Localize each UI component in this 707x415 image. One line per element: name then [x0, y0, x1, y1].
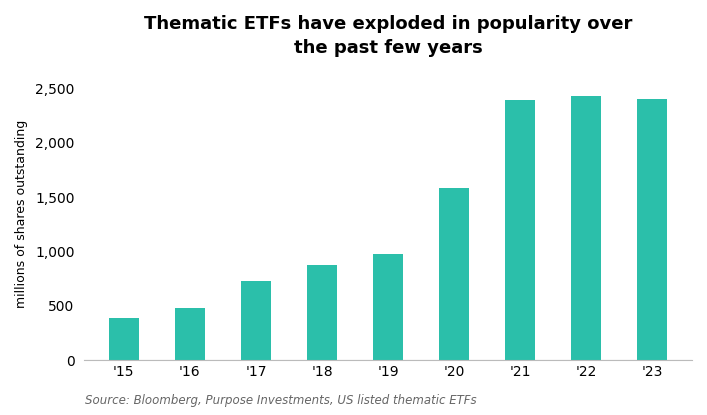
Bar	[571, 96, 601, 360]
Title: Thematic ETFs have exploded in popularity over
the past few years: Thematic ETFs have exploded in popularit…	[144, 15, 632, 56]
Bar	[373, 254, 403, 360]
Bar	[307, 265, 337, 360]
Bar	[638, 99, 667, 360]
Bar	[241, 281, 271, 360]
Bar	[506, 100, 535, 360]
Y-axis label: millions of shares outstanding: millions of shares outstanding	[15, 120, 28, 308]
Bar	[109, 318, 139, 360]
Bar	[439, 188, 469, 360]
Bar	[175, 308, 205, 360]
Text: Source: Bloomberg, Purpose Investments, US listed thematic ETFs: Source: Bloomberg, Purpose Investments, …	[85, 394, 477, 407]
